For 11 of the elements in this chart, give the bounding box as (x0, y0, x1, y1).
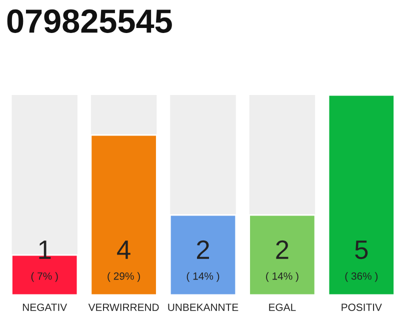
x-tick-label: EGAL (269, 304, 296, 311)
x-tick-label: UNBEKANNTE (168, 304, 238, 311)
x-tick-label: VERWIRREND (88, 304, 159, 311)
data-label: 2 ( 14% ) (266, 240, 298, 282)
data-label: 5 ( 36% ) (345, 240, 378, 282)
data-label: 4 ( 29% ) (108, 240, 140, 282)
chart-title: 079825545 (7, 9, 172, 33)
x-tick-label: NEGATIV (22, 304, 68, 311)
x-tick-label: POSITIV (342, 304, 382, 311)
data-label: 2 ( 14% ) (186, 240, 220, 282)
data-label: 1 ( 7% ) (31, 240, 58, 282)
